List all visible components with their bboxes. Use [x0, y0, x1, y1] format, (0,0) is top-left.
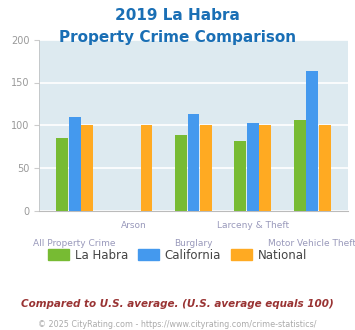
Bar: [247, 123, 259, 211]
Text: Arson: Arson: [121, 221, 147, 230]
Bar: [319, 125, 331, 211]
Bar: [294, 120, 306, 211]
Bar: [306, 71, 318, 211]
Text: All Property Crime: All Property Crime: [33, 239, 116, 248]
Bar: [141, 125, 153, 211]
Text: 2019 La Habra: 2019 La Habra: [115, 8, 240, 23]
Text: © 2025 CityRating.com - https://www.cityrating.com/crime-statistics/: © 2025 CityRating.com - https://www.city…: [38, 320, 317, 329]
Bar: [187, 114, 200, 211]
Bar: [200, 125, 212, 211]
Bar: [175, 135, 187, 211]
Bar: [260, 125, 271, 211]
Text: Burglary: Burglary: [174, 239, 213, 248]
Text: Motor Vehicle Theft: Motor Vehicle Theft: [268, 239, 355, 248]
Bar: [234, 141, 246, 211]
Text: Larceny & Theft: Larceny & Theft: [217, 221, 289, 230]
Bar: [56, 138, 68, 211]
Legend: La Habra, California, National: La Habra, California, National: [43, 244, 312, 266]
Bar: [69, 117, 81, 211]
Text: Property Crime Comparison: Property Crime Comparison: [59, 30, 296, 45]
Bar: [81, 125, 93, 211]
Text: Compared to U.S. average. (U.S. average equals 100): Compared to U.S. average. (U.S. average …: [21, 299, 334, 309]
